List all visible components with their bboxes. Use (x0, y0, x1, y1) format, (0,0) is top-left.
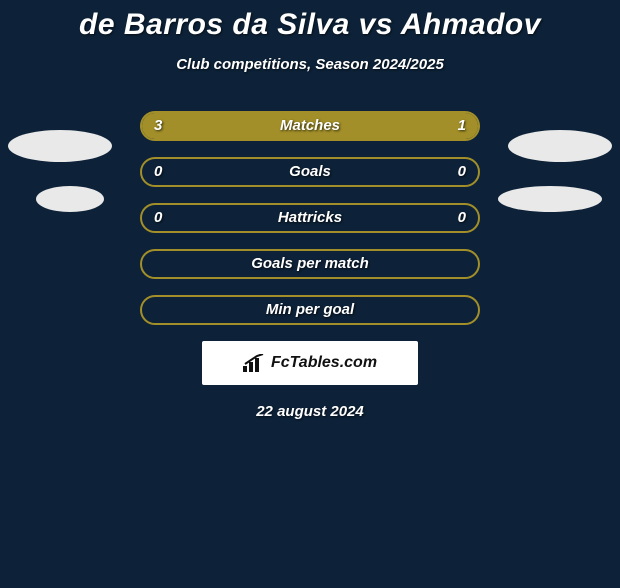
date-text: 22 august 2024 (0, 403, 620, 420)
brand-chart-icon (243, 354, 265, 372)
stat-label: Goals (140, 157, 480, 187)
stat-row: Min per goal (0, 295, 620, 325)
stat-label: Min per goal (140, 295, 480, 325)
brand-badge: FcTables.com (202, 341, 418, 385)
stat-row: 31Matches (0, 111, 620, 141)
stat-row: Goals per match (0, 249, 620, 279)
brand-text: FcTables.com (271, 354, 377, 372)
stat-label: Matches (140, 111, 480, 141)
page-subtitle: Club competitions, Season 2024/2025 (0, 56, 620, 73)
stat-label: Goals per match (140, 249, 480, 279)
stat-row: 00Hattricks (0, 203, 620, 233)
stat-row: 00Goals (0, 157, 620, 187)
stat-label: Hattricks (140, 203, 480, 233)
page-title: de Barros da Silva vs Ahmadov (0, 8, 620, 42)
